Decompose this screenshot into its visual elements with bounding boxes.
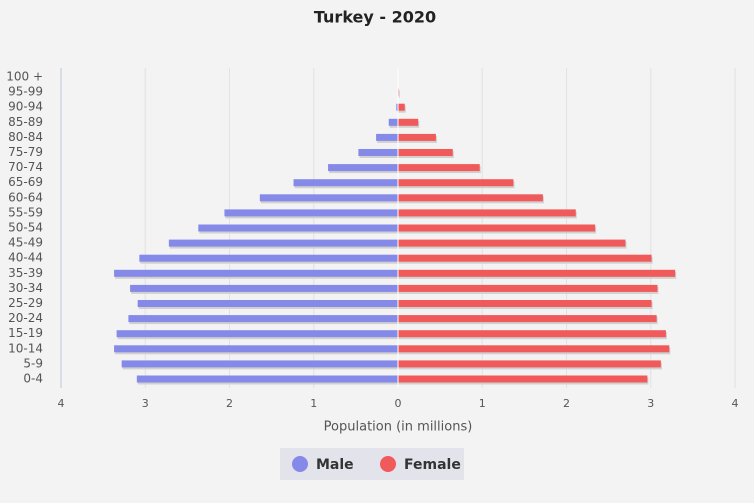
bar xyxy=(398,149,453,156)
x-tick-label: 1 xyxy=(479,397,486,410)
y-tick-label: 85-89 xyxy=(8,115,43,129)
y-tick-label: 55-59 xyxy=(8,205,43,219)
legend-label: Male xyxy=(316,457,354,473)
bar xyxy=(139,254,399,262)
bar xyxy=(398,284,658,292)
x-tick-label: 0 xyxy=(395,397,402,410)
y-tick-label: 0-4 xyxy=(23,372,43,386)
bar xyxy=(398,224,596,232)
y-tick-label: 95-99 xyxy=(8,85,43,99)
y-tick-label: 80-84 xyxy=(8,130,43,144)
x-tick-label: 3 xyxy=(142,397,149,410)
x-tick-label: 2 xyxy=(563,397,570,410)
bar xyxy=(114,345,398,353)
y-tick-label: 100 + xyxy=(6,70,43,84)
bar xyxy=(398,254,652,262)
bar xyxy=(224,209,398,217)
bar xyxy=(130,284,398,292)
bar xyxy=(398,375,648,383)
bar xyxy=(398,103,405,111)
bar xyxy=(198,224,398,232)
legend-marker xyxy=(380,456,396,472)
bar xyxy=(121,360,398,368)
y-tick-label: 75-79 xyxy=(8,145,43,159)
bar xyxy=(398,360,661,368)
bar xyxy=(328,164,398,172)
bar xyxy=(398,315,657,323)
y-tick-label: 30-34 xyxy=(8,281,43,295)
bar xyxy=(114,269,398,277)
chart-title: Turkey - 2020 xyxy=(314,8,436,27)
bar xyxy=(137,300,399,307)
bar xyxy=(398,118,419,126)
x-tick-label: 1 xyxy=(310,397,317,410)
y-tick-label: 70-74 xyxy=(8,160,43,174)
bar xyxy=(398,239,626,247)
bar xyxy=(398,300,652,307)
bar xyxy=(293,179,398,187)
bar xyxy=(376,133,398,141)
y-tick-label: 90-94 xyxy=(8,100,43,114)
y-tick-label: 25-29 xyxy=(8,296,43,310)
bar xyxy=(116,330,398,338)
legend-label: Female xyxy=(404,457,461,473)
bar xyxy=(396,103,398,111)
y-tick-label: 50-54 xyxy=(8,221,43,235)
y-tick-label: 35-39 xyxy=(8,266,43,280)
x-tick-label: 4 xyxy=(58,397,65,410)
x-axis-label: Population (in millions) xyxy=(324,420,473,435)
x-tick-label: 4 xyxy=(732,397,739,410)
bar xyxy=(259,194,398,202)
y-tick-label: 20-24 xyxy=(8,311,43,325)
bar xyxy=(398,133,436,141)
bar xyxy=(398,164,480,172)
legend-marker xyxy=(292,456,308,472)
x-tick-label: 2 xyxy=(226,397,233,410)
bar xyxy=(398,330,666,338)
bar xyxy=(398,269,676,277)
y-tick-label: 65-69 xyxy=(8,175,43,189)
y-tick-label: 40-44 xyxy=(8,251,43,265)
bar xyxy=(168,239,398,247)
y-tick-label: 15-19 xyxy=(8,326,43,340)
bar xyxy=(388,118,398,126)
bar xyxy=(398,179,514,187)
x-tick-label: 3 xyxy=(647,397,654,410)
y-tick-label: 5-9 xyxy=(23,356,43,370)
bar xyxy=(128,315,398,323)
legend xyxy=(280,448,464,480)
bar xyxy=(358,149,398,156)
y-tick-label: 60-64 xyxy=(8,190,43,204)
bar xyxy=(136,375,398,383)
bar xyxy=(398,209,576,217)
bar xyxy=(398,194,543,202)
bar xyxy=(398,345,670,353)
y-tick-label: 10-14 xyxy=(8,341,43,355)
y-tick-label: 45-49 xyxy=(8,236,43,250)
